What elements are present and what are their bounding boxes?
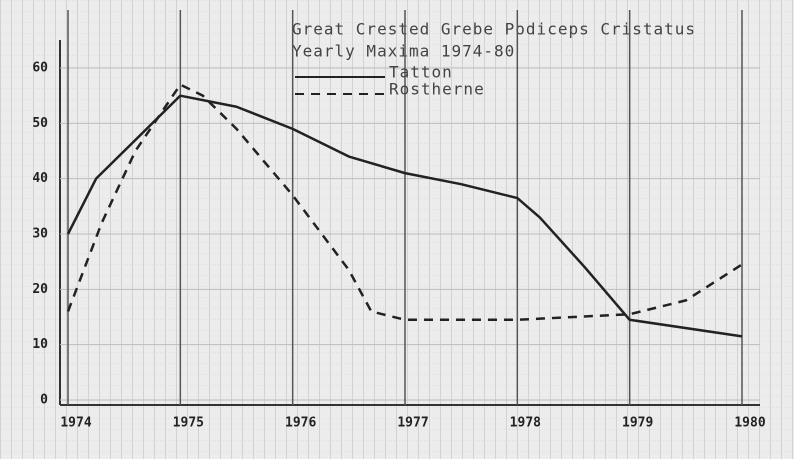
y-tick-label: 60 bbox=[32, 61, 48, 76]
page: Great Crested Grebe Podiceps Cristatus Y… bbox=[0, 0, 794, 459]
chart-subtitle: Yearly Maxima 1974-80 bbox=[292, 42, 515, 61]
y-tick-label: 0 bbox=[40, 393, 48, 408]
y-tick-label: 20 bbox=[32, 282, 48, 297]
x-tick-label: 1980 bbox=[734, 416, 765, 431]
x-tick-label: 1976 bbox=[285, 416, 316, 431]
y-tick-label: 50 bbox=[32, 116, 48, 131]
chart-title: Great Crested Grebe Podiceps Cristatus bbox=[292, 20, 696, 39]
x-tick-label: 1974 bbox=[60, 416, 91, 431]
y-tick-label: 10 bbox=[32, 337, 48, 352]
x-tick-label: 1979 bbox=[622, 416, 653, 431]
x-tick-label: 1977 bbox=[397, 416, 428, 431]
legend-label: Rostherne bbox=[389, 80, 485, 99]
x-tick-label: 1975 bbox=[173, 416, 204, 431]
y-tick-label: 30 bbox=[32, 227, 48, 242]
x-tick-label: 1978 bbox=[510, 416, 541, 431]
y-tick-label: 40 bbox=[32, 171, 48, 186]
chart: Great Crested Grebe Podiceps Cristatus Y… bbox=[0, 0, 794, 459]
